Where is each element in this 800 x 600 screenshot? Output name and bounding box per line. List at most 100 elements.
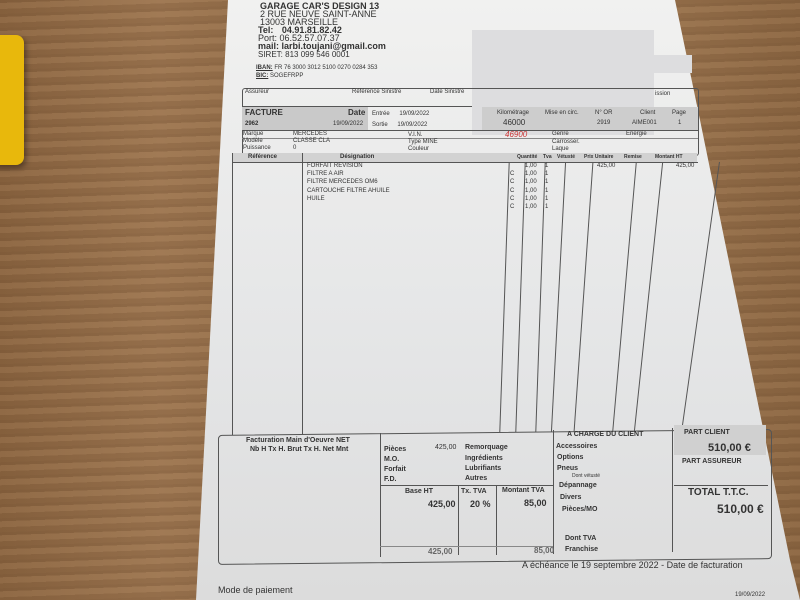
lubrifiants-label: Lubrifiants (465, 465, 502, 472)
marque-label: Marque (243, 131, 264, 137)
item-code: C (510, 187, 515, 194)
redacted-area (650, 55, 692, 73)
vin-label: V.I.N. (408, 132, 423, 138)
energie-label: Energie (626, 131, 647, 137)
forfait-label: Forfait (384, 466, 406, 473)
bic: SOGEFRPP (270, 73, 304, 79)
siret: 813 099 546 0001 (285, 50, 350, 59)
montant-tva-value: 85,00 (524, 498, 547, 508)
item-qty: 1,00 (525, 163, 537, 169)
item-tva: 1 (545, 163, 549, 169)
or-value: 2919 (597, 120, 611, 126)
base-ht-value: 425,00 (428, 499, 456, 509)
charge-client-label: A CHARGE DU CLIENT (567, 431, 644, 438)
mode-paiement-label: Mode de paiement (218, 585, 293, 595)
entree-value: 19/09/2022 (399, 111, 430, 117)
pieces-mo-label: Pièces/MO (562, 506, 598, 513)
total-ttc-value: 510,00 € (717, 502, 764, 516)
total-ttc-label: TOTAL T.T.C. (688, 487, 749, 498)
tx-tva-value: 20 % (470, 499, 491, 509)
options-label: Options (557, 454, 584, 461)
col-reference: Référence (248, 154, 278, 160)
item-qty: 1,00 (525, 187, 537, 194)
item-code: C (510, 204, 515, 210)
type-mine-label: Type MINE (408, 139, 438, 145)
ref-sinistre-label: Référence Sinistre (352, 89, 402, 95)
item-tva: 1 (545, 204, 549, 210)
part-client-label: PART CLIENT (684, 429, 730, 436)
part-assureur-label: PART ASSUREUR (682, 458, 742, 465)
item-qty: 1,00 (525, 171, 537, 178)
col-designation: Désignation (340, 154, 375, 160)
col-prix-unitaire: Prix Unitaire (584, 154, 614, 160)
fd-label: F.D. (384, 476, 397, 483)
couleur-label: Couleur (408, 146, 430, 152)
client-value: AIME001 (632, 120, 657, 126)
assureur-label: Assureur (245, 89, 270, 95)
remorquage-label: Remorquage (465, 444, 508, 451)
base-ht-label: Base HT (405, 488, 434, 495)
item-tva: 1 (545, 171, 549, 178)
autres-label: Autres (465, 475, 488, 482)
port: 06.52.57.07.37 (279, 33, 340, 43)
col-vetuste: Vétusté (557, 154, 576, 160)
iban: FR 76 3000 3012 5100 0270 0284 353 (274, 65, 378, 71)
col-montant-ht: Montant HT (655, 154, 683, 160)
item-qty: 1,00 (525, 179, 537, 186)
item-tva: 1 (545, 195, 549, 202)
carrosser-label: Carrosser. (552, 139, 580, 145)
item-montant: 425,00 (676, 163, 695, 169)
mail: larbi.toujani@gmail.com (281, 41, 386, 51)
dont-vetuste-label: Dont vétusté (572, 473, 601, 479)
divers-label: Divers (560, 494, 582, 501)
entree-label: Entrée (372, 111, 390, 117)
facture-number: 2962 (245, 121, 259, 127)
port-label: Port: (258, 33, 278, 43)
pneus-label: Pneus (557, 465, 579, 472)
modele-label: Modèle (243, 138, 263, 144)
pieces-value: 425,00 (435, 444, 457, 451)
item-designation: HUILE (307, 195, 325, 202)
puissance-label: Puissance (243, 145, 271, 151)
mail-label: mail: (258, 41, 280, 51)
item-designation: FILTRE A AIR (307, 171, 344, 178)
sortie-label: Sortie (372, 122, 388, 128)
date-label: Date (348, 108, 366, 117)
col-remise: Remise (624, 154, 642, 160)
km-label: Kilométrage (497, 110, 530, 116)
mo-columns: Nb H Tx H. Brut Tx H. Net Mnt (250, 446, 349, 453)
genre-label: Genre (552, 131, 569, 137)
item-designation: FORFAIT REVISION (307, 163, 363, 169)
client-label: Client (640, 110, 656, 116)
page-value: 1 (678, 120, 682, 126)
item-tva: 1 (545, 187, 549, 194)
base-ht-total: 425,00 (428, 547, 453, 556)
item-qty: 1,00 (525, 204, 537, 210)
mo-label: M.O. (384, 456, 400, 463)
km-handwritten: 46900 (505, 130, 528, 139)
date-sinistre-label: Date Sinistre (430, 89, 465, 95)
yellow-object (0, 35, 24, 165)
tel-label: Tel: (258, 25, 274, 35)
page-label: Page (672, 110, 687, 116)
or-label: N° OR (595, 110, 613, 116)
item-tva: 1 (545, 179, 549, 186)
part-client-value: 510,00 € (708, 442, 751, 454)
item-code: C (510, 171, 515, 178)
dont-tva-label: Dont TVA (565, 535, 597, 542)
marque-value: MERCEDES (293, 131, 328, 137)
mise-circ-label: Mise en circ. (545, 110, 579, 116)
modele-value: CLASSE CLA (293, 138, 331, 144)
km-value: 46000 (503, 118, 526, 127)
iban-label: IBAN: (256, 65, 273, 71)
garage-name: GARAGE CAR'S DESIGN 13 (260, 1, 380, 11)
tel: 04.91.81.82.42 (281, 25, 342, 35)
item-pu: 425,00 (597, 163, 616, 169)
item-code: C (510, 195, 515, 202)
address2: 13003 MARSEILLE (260, 17, 339, 27)
montant-tva-label: Montant TVA (502, 487, 545, 494)
bic-label: BIC: (256, 73, 269, 79)
echeance-text: A échéance le 19 septembre 2022 - Date d… (522, 560, 743, 570)
mission-label: ission (655, 91, 671, 97)
tx-tva-label: Tx. TVA (461, 488, 487, 495)
